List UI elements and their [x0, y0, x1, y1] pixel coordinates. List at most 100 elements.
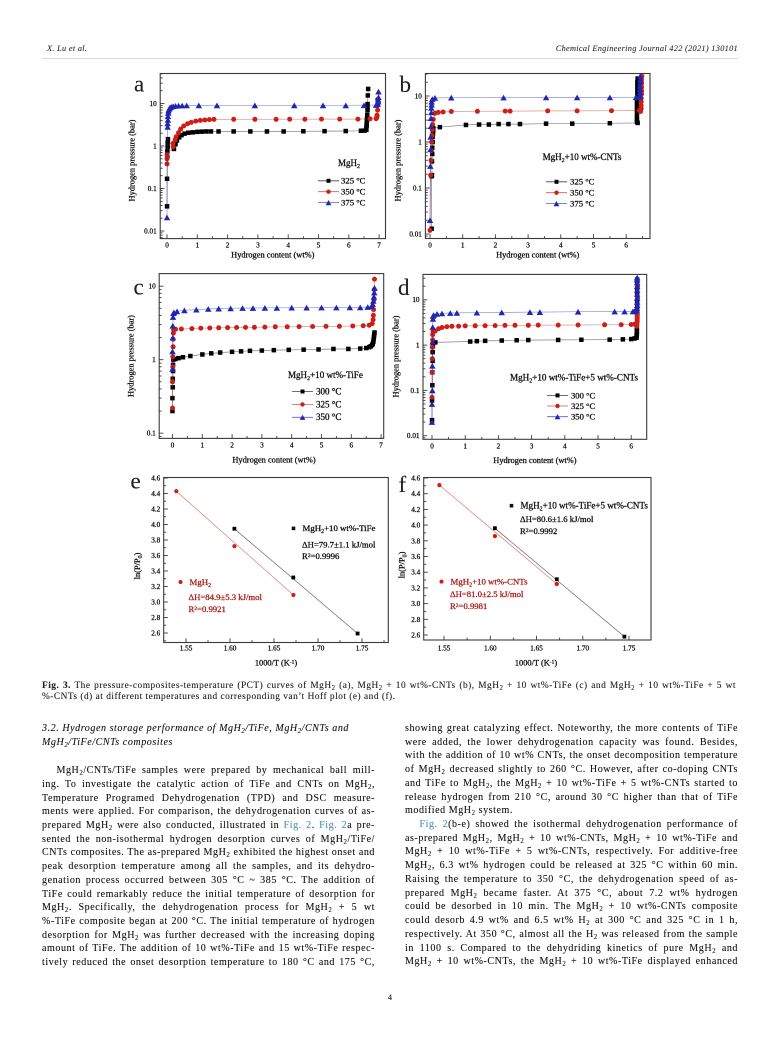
svg-text:6: 6	[350, 442, 354, 450]
svg-text:2: 2	[230, 442, 234, 450]
svg-text:MgH2+10 wt%-CNTs: MgH2+10 wt%-CNTs	[451, 576, 529, 588]
svg-text:350 °C: 350 °C	[316, 412, 341, 422]
svg-text:1.65: 1.65	[530, 645, 543, 653]
svg-text:2.8: 2.8	[151, 614, 160, 622]
svg-text:4: 4	[290, 442, 294, 450]
svg-text:2.8: 2.8	[411, 616, 420, 624]
svg-text:ΔH=79.7±1.1 kJ/mol: ΔH=79.7±1.1 kJ/mol	[302, 539, 376, 549]
svg-text:10: 10	[149, 283, 157, 291]
svg-text:c: c	[134, 274, 144, 299]
svg-text:1000/T (K-1): 1000/T (K-1)	[515, 659, 558, 668]
svg-text:1: 1	[416, 342, 420, 350]
svg-text:4.4: 4.4	[151, 490, 160, 498]
svg-text:5: 5	[596, 443, 600, 451]
svg-text:0.01: 0.01	[407, 432, 420, 440]
svg-text:e: e	[131, 469, 141, 494]
svg-text:10: 10	[415, 92, 423, 100]
svg-text:4.0: 4.0	[151, 521, 160, 529]
svg-text:3.4: 3.4	[411, 569, 420, 577]
svg-text:2: 2	[226, 242, 230, 250]
svg-text:R2=0.9981: R2=0.9981	[450, 601, 487, 611]
svg-text:ΔH=80.6±1.6 kJ/mol: ΔH=80.6±1.6 kJ/mol	[520, 514, 594, 524]
svg-text:1: 1	[461, 242, 465, 250]
svg-text:375 °C: 375 °C	[341, 198, 366, 208]
svg-text:0: 0	[428, 242, 432, 250]
svg-text:MgH2: MgH2	[338, 158, 360, 170]
svg-text:ln(P/P0): ln(P/P0)	[133, 552, 144, 579]
svg-text:300 °C: 300 °C	[316, 386, 341, 396]
svg-text:1.75: 1.75	[623, 645, 636, 653]
svg-text:325 °C: 325 °C	[316, 399, 341, 409]
svg-text:MgH2+10 wt%-TiFe: MgH2+10 wt%-TiFe	[288, 370, 363, 382]
svg-text:4.6: 4.6	[151, 475, 160, 483]
svg-text:Hydrogen pressure (bar): Hydrogen pressure (bar)	[128, 119, 137, 201]
svg-text:ln(P/P0): ln(P/P0)	[398, 551, 409, 578]
svg-text:3.8: 3.8	[151, 537, 160, 545]
svg-text:3: 3	[526, 242, 530, 250]
svg-text:1.55: 1.55	[180, 645, 193, 653]
svg-text:3.4: 3.4	[151, 568, 160, 576]
svg-text:R2=0.9992: R2=0.9992	[520, 526, 557, 536]
svg-text:Hydrogen content (wt%): Hydrogen content (wt%)	[231, 250, 314, 259]
svg-text:0: 0	[165, 242, 169, 250]
svg-text:0.1: 0.1	[147, 430, 156, 438]
svg-text:0.01: 0.01	[144, 227, 157, 235]
svg-text:3: 3	[260, 442, 264, 450]
svg-text:325 °C: 325 °C	[341, 176, 366, 186]
svg-text:R2=0.9921: R2=0.9921	[189, 604, 226, 614]
svg-text:1: 1	[418, 138, 422, 146]
svg-text:1: 1	[196, 242, 200, 250]
svg-text:1.70: 1.70	[577, 645, 590, 653]
svg-text:Hydrogen content (wt%): Hydrogen content (wt%)	[232, 455, 315, 464]
svg-text:325 °C: 325 °C	[570, 177, 595, 187]
svg-text:1.75: 1.75	[356, 645, 369, 653]
svg-text:3: 3	[530, 443, 534, 451]
svg-text:4.6: 4.6	[411, 475, 420, 483]
svg-text:MgH2+10 wt%-TiFe: MgH2+10 wt%-TiFe	[303, 523, 376, 535]
svg-text:300 °C: 300 °C	[571, 390, 595, 400]
svg-text:3.2: 3.2	[151, 583, 160, 591]
svg-text:4.4: 4.4	[411, 490, 420, 498]
svg-text:1: 1	[153, 142, 157, 150]
svg-text:1.60: 1.60	[484, 645, 497, 653]
svg-text:0: 0	[430, 443, 434, 451]
svg-text:3.0: 3.0	[411, 600, 420, 608]
svg-text:Hydrogen content (wt%): Hydrogen content (wt%)	[496, 250, 579, 259]
svg-text:1.65: 1.65	[268, 645, 281, 653]
svg-text:1: 1	[201, 442, 205, 450]
svg-text:0.01: 0.01	[409, 230, 422, 238]
svg-text:d: d	[398, 275, 410, 300]
svg-text:0.1: 0.1	[413, 184, 422, 192]
svg-text:1000/T (K-1): 1000/T (K-1)	[255, 659, 298, 668]
svg-text:3.6: 3.6	[411, 553, 420, 561]
svg-text:6: 6	[629, 443, 633, 451]
svg-text:4: 4	[563, 443, 567, 451]
svg-text:7: 7	[379, 442, 383, 450]
svg-text:2: 2	[494, 242, 498, 250]
svg-text:4.2: 4.2	[151, 506, 160, 514]
svg-text:3.6: 3.6	[151, 552, 160, 560]
svg-text:375 °C: 375 °C	[570, 199, 595, 209]
svg-text:MgH2: MgH2	[190, 577, 212, 589]
svg-text:Hydrogen pressure (bar): Hydrogen pressure (bar)	[394, 119, 403, 201]
svg-text:1.60: 1.60	[224, 645, 237, 653]
svg-text:MgH2+10 wt%-TiFe+5 wt%-CNTs: MgH2+10 wt%-TiFe+5 wt%-CNTs	[510, 373, 638, 385]
svg-text:Hydrogen pressure (bar): Hydrogen pressure (bar)	[392, 315, 401, 397]
svg-text:1: 1	[152, 356, 156, 364]
svg-text:4: 4	[559, 242, 563, 250]
svg-text:5: 5	[317, 242, 321, 250]
svg-text:5: 5	[592, 242, 596, 250]
svg-text:b: b	[400, 72, 412, 97]
svg-text:ΔH=84.9±5.3 kJ/mol: ΔH=84.9±5.3 kJ/mol	[189, 592, 263, 602]
svg-text:4.0: 4.0	[411, 522, 420, 530]
svg-text:4: 4	[286, 242, 290, 250]
svg-text:10: 10	[412, 296, 420, 304]
svg-text:a: a	[134, 71, 144, 96]
svg-text:5: 5	[320, 442, 324, 450]
svg-text:f: f	[399, 472, 407, 497]
svg-text:2.6: 2.6	[411, 632, 420, 640]
svg-text:1.55: 1.55	[438, 645, 451, 653]
svg-text:6: 6	[347, 242, 351, 250]
svg-text:0: 0	[171, 442, 175, 450]
svg-text:3: 3	[256, 242, 260, 250]
